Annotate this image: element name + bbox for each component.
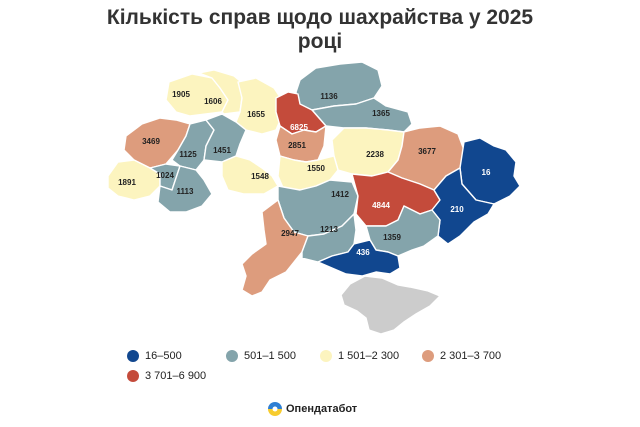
brand-name: Опендатабот bbox=[286, 403, 358, 415]
legend-item-3: 1 501–2 300 bbox=[320, 350, 399, 362]
region-1548 bbox=[221, 155, 279, 195]
region-1113 bbox=[157, 165, 213, 213]
region-value-label: 1024 bbox=[156, 171, 174, 180]
legend-swatch-1 bbox=[127, 350, 139, 362]
legend-label-3: 1 501–2 300 bbox=[338, 350, 400, 362]
region-value-label: 3677 bbox=[418, 147, 436, 156]
legend-item-2: 501–1 500 bbox=[226, 350, 296, 362]
region-value-label: 1550 bbox=[307, 164, 325, 173]
region-value-label: 2851 bbox=[288, 141, 306, 150]
region-2947 bbox=[241, 199, 309, 297]
region-value-label: 1905 bbox=[172, 90, 190, 99]
region-value-label: 1359 bbox=[383, 233, 401, 242]
region-value-label: 436 bbox=[356, 248, 370, 257]
region-value-label: 1365 bbox=[372, 109, 390, 118]
legend-label-5: 3 701–6 900 bbox=[145, 370, 207, 382]
region-1606 bbox=[198, 69, 247, 115]
region-value-label: 1606 bbox=[204, 97, 222, 106]
region-1655 bbox=[235, 77, 283, 135]
region-value-label: 2947 bbox=[281, 229, 299, 238]
map-title: Кількість справ щодо шахрайства у 2025 р… bbox=[0, 6, 640, 54]
region-value-label: 1412 bbox=[331, 190, 349, 199]
region-value-label: 4844 bbox=[372, 201, 390, 210]
region-value-label: 3469 bbox=[142, 137, 160, 146]
crimea-region bbox=[340, 275, 442, 335]
region-value-label: 1451 bbox=[213, 146, 231, 155]
region-value-label: 1548 bbox=[251, 172, 269, 181]
region-value-label: 2238 bbox=[366, 150, 384, 159]
region-value-label: 6825 bbox=[290, 123, 308, 132]
region-value-label: 1136 bbox=[320, 92, 338, 101]
legend-label-2: 501–1 500 bbox=[244, 350, 296, 362]
region-value-label: 1113 bbox=[177, 187, 194, 196]
legend-item-5: 3 701–6 900 bbox=[127, 370, 206, 382]
brand: Опендатабот bbox=[268, 402, 357, 416]
legend-item-4: 2 301–3 700 bbox=[422, 350, 501, 362]
title-line-1: Кількість справ щодо шахрайства у 2025 bbox=[106, 6, 534, 29]
title-line-2: році bbox=[297, 30, 343, 53]
legend-item-1: 16–500 bbox=[127, 350, 182, 362]
region-value-label: 16 bbox=[482, 168, 491, 177]
region-value-label: 1655 bbox=[247, 110, 265, 119]
region-436 bbox=[317, 239, 401, 277]
opendatabot-logo-icon bbox=[268, 402, 282, 416]
legend-swatch-3 bbox=[320, 350, 332, 362]
region-value-label: 1125 bbox=[179, 150, 197, 159]
region-2851 bbox=[275, 125, 327, 163]
region-value-label: 1213 bbox=[320, 225, 338, 234]
region-value-label: 210 bbox=[450, 205, 464, 214]
legend-label-4: 2 301–3 700 bbox=[440, 350, 502, 362]
legend-swatch-5 bbox=[127, 370, 139, 382]
legend-swatch-4 bbox=[422, 350, 434, 362]
region-value-label: 1891 bbox=[118, 178, 136, 187]
legend-label-1: 16–500 bbox=[145, 350, 182, 362]
legend-swatch-2 bbox=[226, 350, 238, 362]
